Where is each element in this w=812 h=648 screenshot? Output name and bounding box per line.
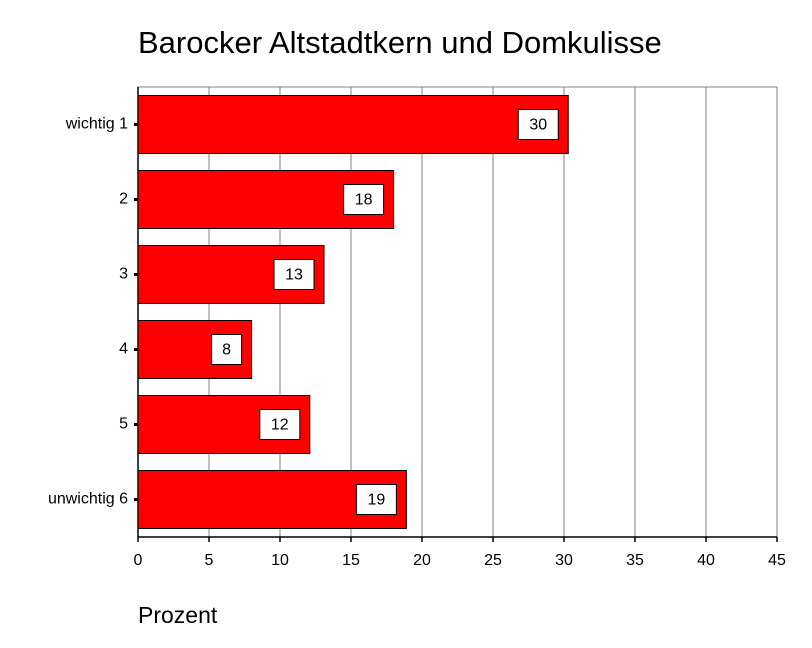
- x-tick-label: 35: [626, 552, 644, 569]
- x-tick-label: 0: [134, 552, 143, 569]
- plot-frame: [137, 86, 778, 538]
- value-label-box: [343, 184, 385, 215]
- x-tick-label: 25: [484, 552, 502, 569]
- bar: [137, 95, 569, 154]
- x-tick-label: 40: [697, 552, 715, 569]
- value-label: 18: [355, 192, 373, 209]
- x-axis-label: Prozent: [138, 602, 218, 628]
- value-label-box: [259, 409, 301, 440]
- y-tick-label: 5: [119, 416, 128, 433]
- y-tick-label: wichtig 1: [65, 116, 128, 133]
- value-label: 8: [222, 342, 231, 359]
- value-label: 12: [271, 417, 289, 434]
- value-label: 13: [285, 267, 303, 284]
- x-tick-label: 10: [271, 552, 289, 569]
- value-label-box: [355, 484, 397, 515]
- y-tick-label: unwichtig 6: [48, 491, 128, 508]
- value-label-box: [517, 109, 559, 140]
- value-label: 30: [529, 117, 547, 134]
- value-label: 19: [367, 492, 385, 509]
- x-tick-label: 30: [555, 552, 573, 569]
- y-tick-label: 2: [119, 191, 128, 208]
- x-tick-label: 45: [768, 552, 786, 569]
- x-tick-label: 15: [342, 552, 360, 569]
- x-tick-label: 20: [413, 552, 431, 569]
- y-tick-label: 3: [119, 266, 128, 283]
- x-tick-label: 5: [205, 552, 214, 569]
- value-label-box: [211, 334, 243, 365]
- chart-title: Barocker Altstadtkern und Domkulisse: [138, 25, 662, 60]
- value-label-box: [273, 259, 315, 290]
- y-tick-label: 4: [119, 341, 128, 358]
